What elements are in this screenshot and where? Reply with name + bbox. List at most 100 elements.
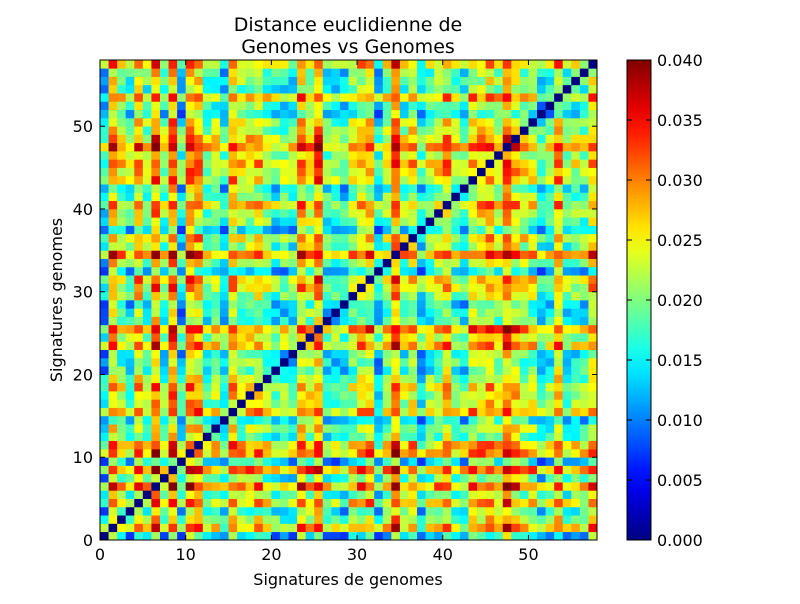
heatmap-cell [108, 93, 118, 102]
heatmap-cell [502, 151, 512, 160]
heatmap-cell [211, 84, 221, 94]
heatmap-cell [279, 490, 289, 499]
heatmap-cell [314, 101, 324, 111]
heatmap-cell [365, 391, 375, 400]
heatmap-cell [202, 126, 212, 135]
heatmap-cell [202, 217, 212, 226]
heatmap-cell [477, 101, 486, 111]
heatmap-cell [494, 333, 504, 342]
heatmap-cell [382, 448, 392, 458]
heatmap-cell [322, 324, 332, 334]
heatmap-cell [554, 258, 564, 268]
heatmap-cell [288, 531, 298, 541]
heatmap-cell [425, 250, 435, 259]
heatmap-cell [459, 473, 469, 483]
heatmap-cell [382, 324, 392, 334]
heatmap-cell [305, 192, 315, 202]
heatmap-cell [579, 523, 589, 533]
heatmap-cell [579, 308, 589, 317]
heatmap-cell [451, 300, 461, 309]
heatmap-cell [408, 159, 418, 168]
heatmap-cell [254, 242, 264, 251]
heatmap-cell [279, 424, 289, 433]
heatmap-cell [348, 391, 358, 400]
heatmap-cell [305, 208, 315, 218]
heatmap-cell [254, 300, 264, 309]
heatmap-cell [125, 324, 135, 334]
heatmap-cell [357, 374, 366, 384]
heatmap-cell [459, 300, 469, 309]
heatmap-cell [399, 225, 409, 235]
heatmap-cell [391, 333, 401, 342]
heatmap-cell [237, 175, 247, 185]
heatmap-cell [485, 424, 495, 433]
heatmap-cell [125, 391, 135, 400]
heatmap-cell [151, 233, 161, 243]
heatmap-cell [434, 407, 444, 417]
heatmap-cell [494, 68, 504, 77]
heatmap-cell [519, 300, 529, 309]
heatmap-cell [562, 523, 572, 533]
heatmap-cell [237, 291, 247, 301]
heatmap-cell [511, 316, 521, 326]
heatmap-cell [151, 68, 161, 77]
heatmap-cell [211, 407, 221, 417]
heatmap-cell [519, 242, 529, 251]
heatmap-cell [579, 324, 589, 334]
heatmap-cell [228, 250, 238, 259]
heatmap-cell [237, 101, 247, 111]
heatmap-cell [339, 498, 349, 508]
heatmap-cell [537, 93, 546, 102]
heatmap-cell [125, 250, 135, 259]
heatmap-cell [588, 109, 598, 119]
heatmap-cell [579, 167, 589, 177]
heatmap-cell [322, 515, 332, 524]
heatmap-cell [219, 316, 229, 326]
heatmap-cell [477, 275, 486, 284]
heatmap-cell [288, 151, 298, 160]
heatmap-cell [511, 126, 521, 135]
heatmap-cell [571, 192, 581, 202]
heatmap-cell [579, 465, 589, 475]
heatmap-cell [177, 117, 187, 127]
heatmap-cell [254, 151, 264, 160]
heatmap-cell [134, 151, 144, 160]
heatmap-cell [382, 341, 392, 351]
heatmap-cell [459, 84, 469, 94]
heatmap-cell [297, 233, 307, 243]
heatmap-cell [588, 291, 598, 301]
heatmap-cell [417, 366, 426, 375]
heatmap-cell [219, 424, 229, 433]
heatmap-cell [545, 159, 555, 168]
heatmap-cell [408, 440, 418, 450]
heatmap-cell [374, 465, 384, 475]
heatmap-cell [237, 84, 247, 94]
heatmap-cell [434, 440, 444, 450]
heatmap-cell [382, 415, 392, 425]
heatmap-cell [357, 432, 366, 442]
heatmap-cell [571, 151, 581, 160]
heatmap-cell [571, 407, 581, 417]
heatmap-cell [322, 407, 332, 417]
heatmap-cell [357, 333, 366, 342]
heatmap-cell [434, 151, 444, 160]
heatmap-cell [485, 167, 495, 177]
heatmap-cell [477, 482, 486, 491]
heatmap-cell [588, 283, 598, 293]
heatmap-cell [468, 84, 478, 94]
heatmap-cell [117, 523, 127, 533]
heatmap-cell [502, 448, 512, 458]
heatmap-cell [554, 333, 564, 342]
heatmap-cell [314, 258, 324, 268]
heatmap-cell [219, 258, 229, 268]
heatmap-cell [579, 283, 589, 293]
heatmap-cell [142, 308, 152, 317]
heatmap-cell [168, 465, 178, 475]
heatmap-cell [468, 134, 478, 144]
heatmap-cell [477, 382, 486, 392]
heatmap-cell [399, 200, 409, 210]
heatmap-cell [117, 291, 127, 301]
heatmap-cell [117, 192, 127, 202]
heatmap-cell [451, 101, 461, 111]
heatmap-cell [537, 142, 546, 152]
